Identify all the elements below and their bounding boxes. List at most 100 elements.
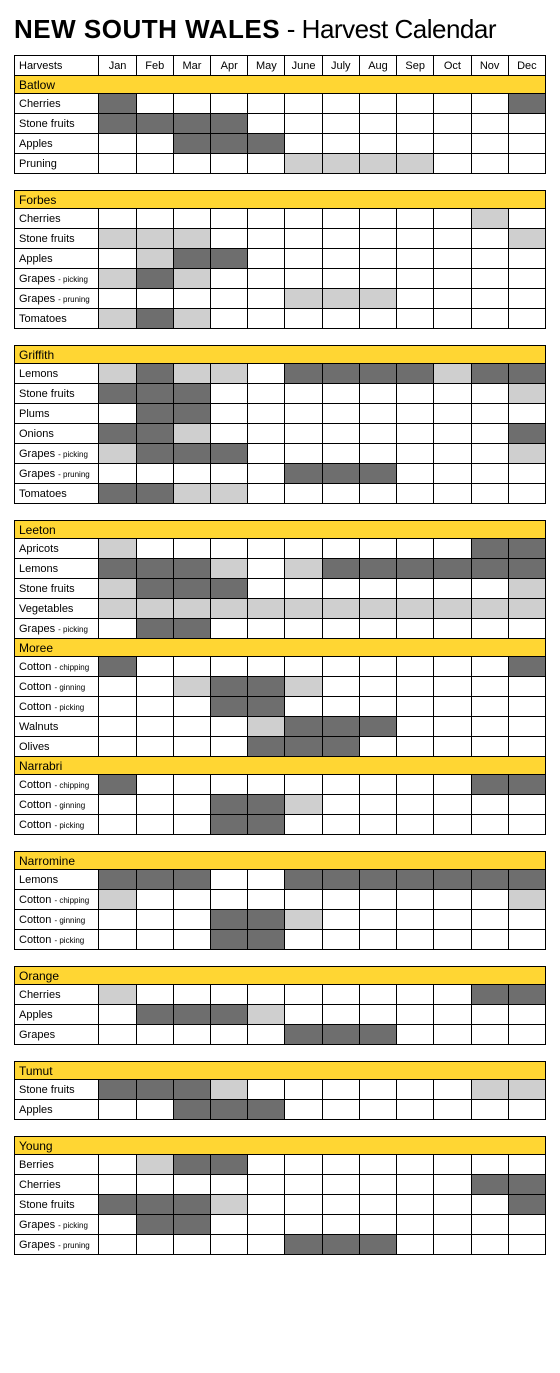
calendar-cell	[322, 154, 359, 174]
calendar-cell	[136, 539, 173, 559]
calendar-cell	[397, 815, 434, 835]
calendar-cell	[397, 657, 434, 677]
calendar-cell	[508, 94, 545, 114]
calendar-cell	[248, 229, 285, 249]
calendar-cell	[211, 1025, 248, 1045]
crop-name: Cotton - ginning	[15, 795, 99, 815]
calendar-cell	[136, 364, 173, 384]
calendar-cell	[173, 619, 210, 639]
calendar-cell	[471, 424, 508, 444]
calendar-cell	[99, 717, 136, 737]
calendar-cell	[248, 910, 285, 930]
calendar-cell	[211, 1175, 248, 1195]
calendar-cell	[508, 444, 545, 464]
crop-row: Cotton - picking	[15, 815, 546, 835]
calendar-cell	[322, 1155, 359, 1175]
calendar-cell	[359, 910, 396, 930]
calendar-cell	[136, 657, 173, 677]
calendar-cell	[99, 775, 136, 795]
calendar-cell	[211, 1195, 248, 1215]
calendar-cell	[434, 289, 471, 309]
calendar-cell	[508, 364, 545, 384]
calendar-cell	[359, 154, 396, 174]
region-row: Tumut	[15, 1062, 546, 1080]
calendar-cell	[136, 717, 173, 737]
month-header: June	[285, 56, 322, 76]
calendar-cell	[322, 94, 359, 114]
crop-name: Grapes - picking	[15, 1215, 99, 1235]
calendar-cell	[434, 134, 471, 154]
calendar-cell	[285, 94, 322, 114]
crop-row: Tomatoes	[15, 309, 546, 329]
calendar-cell	[508, 737, 545, 757]
calendar-cell	[397, 1005, 434, 1025]
page-title: NEW SOUTH WALES - Harvest Calendar	[14, 14, 546, 45]
calendar-cell	[434, 384, 471, 404]
calendar-cell	[397, 795, 434, 815]
calendar-cell	[322, 364, 359, 384]
calendar-cell	[322, 1175, 359, 1195]
calendar-cell	[508, 717, 545, 737]
calendar-cell	[359, 1025, 396, 1045]
crop-row: Cotton - picking	[15, 697, 546, 717]
calendar-cell	[434, 1215, 471, 1235]
calendar-cell	[359, 985, 396, 1005]
calendar-cell	[136, 677, 173, 697]
calendar-cell	[248, 599, 285, 619]
crop-row: Apples	[15, 134, 546, 154]
calendar-cell	[285, 464, 322, 484]
calendar-cell	[173, 985, 210, 1005]
calendar-cell	[471, 697, 508, 717]
calendar-cell	[434, 697, 471, 717]
crop-name: Stone fruits	[15, 384, 99, 404]
crop-row: Cotton - picking	[15, 930, 546, 950]
calendar-cell	[471, 930, 508, 950]
crop-row: Apricots	[15, 539, 546, 559]
crop-name: Lemons	[15, 364, 99, 384]
calendar-cell	[136, 697, 173, 717]
calendar-cell	[471, 364, 508, 384]
calendar-cell	[211, 1005, 248, 1025]
month-header: Oct	[434, 56, 471, 76]
crop-name: Cotton - ginning	[15, 677, 99, 697]
harvest-table: HarvestsJanFebMarAprMayJuneJulyAugSepOct…	[14, 55, 546, 174]
calendar-cell	[99, 384, 136, 404]
calendar-cell	[211, 269, 248, 289]
calendar-cell	[136, 404, 173, 424]
calendar-cell	[99, 289, 136, 309]
calendar-cell	[136, 249, 173, 269]
region-name: Orange	[15, 967, 546, 985]
calendar-cell	[322, 795, 359, 815]
crop-name: Pruning	[15, 154, 99, 174]
calendar-cell	[136, 229, 173, 249]
calendar-cell	[508, 579, 545, 599]
crop-row: Apples	[15, 1100, 546, 1120]
calendar-cell	[285, 717, 322, 737]
calendar-cell	[397, 599, 434, 619]
calendar-cell	[471, 1080, 508, 1100]
crop-name: Plums	[15, 404, 99, 424]
calendar-cell	[99, 134, 136, 154]
crop-name: Grapes - pruning	[15, 464, 99, 484]
calendar-cell	[173, 364, 210, 384]
calendar-cell	[359, 737, 396, 757]
calendar-cell	[508, 289, 545, 309]
calendar-cell	[397, 930, 434, 950]
calendar-cell	[471, 1005, 508, 1025]
calendar-cell	[173, 910, 210, 930]
calendar-cell	[397, 1175, 434, 1195]
region-row: Griffith	[15, 346, 546, 364]
calendar-cell	[173, 559, 210, 579]
calendar-cell	[434, 364, 471, 384]
calendar-cell	[136, 1235, 173, 1255]
calendar-cell	[248, 424, 285, 444]
month-header: Dec	[508, 56, 545, 76]
calendar-cell	[248, 985, 285, 1005]
calendar-cell	[359, 384, 396, 404]
calendar-cell	[471, 249, 508, 269]
calendar-cell	[173, 717, 210, 737]
crop-name: Cotton - picking	[15, 697, 99, 717]
calendar-cell	[211, 795, 248, 815]
calendar-cell	[285, 910, 322, 930]
calendar-cell	[508, 1080, 545, 1100]
